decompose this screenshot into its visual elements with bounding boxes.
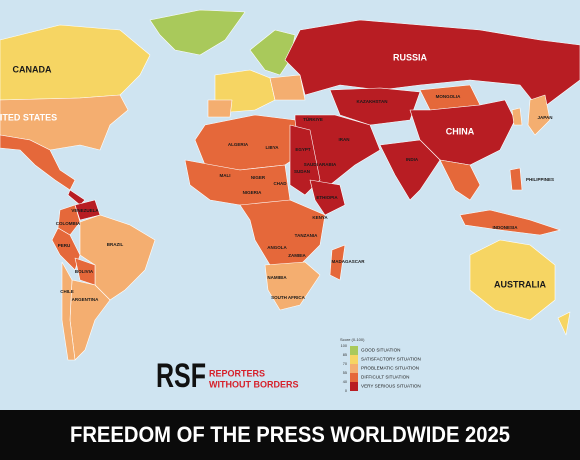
country-label: ZAMBIA [288,253,306,258]
country-label: ALGERIA [228,142,249,147]
logo-line: WITHOUT BORDERS [209,379,299,389]
legend-label: SATISFACTORY SITUATION [361,357,421,362]
logo-mark: RSF [156,357,206,395]
country-label: NIGERIA [243,190,263,195]
country-label: PHILIPPINES [526,177,554,182]
country-label: NIGER [251,175,266,180]
country-label: EGYPT [295,147,311,152]
country-label: CANADA [13,64,52,74]
legend-swatch [350,373,358,382]
country-label: INDIA [406,157,419,162]
country-region [309,179,346,216]
logo-line: REPORTERS [209,368,265,378]
country-label: MALI [220,173,231,178]
country-label: INDONESIA [492,225,518,230]
country-region [61,261,76,361]
legend-label: VERY SERIOUS SITUATION [361,384,421,389]
legend-tick: 55 [343,371,347,375]
country-region [149,9,246,56]
country-label: SOUTH AFRICA [271,295,306,300]
country-region [511,107,523,126]
country-label: BRAZIL [107,242,124,247]
country-region [57,204,81,236]
legend-tick: 70 [343,362,347,366]
regions [0,9,580,361]
country-region [509,167,523,191]
country-label: MONGOLIA [436,94,461,99]
country-label: PERU [58,243,71,248]
country-label: AUSTRALIA [494,279,546,289]
country-region [51,227,81,271]
country-label: CHAD [274,181,288,186]
country-label: KAZAKHSTAN [357,99,388,104]
country-label: LIBYA [265,145,279,150]
country-label: KENYA [312,215,328,220]
legend-label: PROBLEMATIC SITUATION [361,366,419,371]
country-region [264,261,321,311]
country-region [469,239,556,321]
legend-label: GOOD SITUATION [361,348,400,353]
legend-tick: 40 [343,380,347,384]
country-label: COLOMBIA [56,221,81,226]
legend-tick: 100 [341,344,347,348]
legend-title: Score (0-100) [340,337,365,342]
country-region [79,214,156,301]
country-label: NAMIBIA [267,275,287,280]
country-region [289,124,321,196]
country-region [557,311,571,336]
legend-tick: 0 [345,389,347,393]
legend-swatch [350,364,358,373]
country-label: UNITED STATES [0,112,57,122]
country-label: ARGENTINA [72,297,99,302]
country-label: RUSSIA [393,52,428,62]
country-label: SAUDI ARABIA [304,162,337,167]
country-label: ETHIOPIA [316,195,338,200]
country-label: TÜRKIYE [303,116,323,122]
country-region [459,209,561,236]
country-label: BOLIVIA [75,269,94,274]
legend: Score (0-100) GOOD SITUATION SATISFACTORY… [340,337,421,393]
legend-tick: 85 [343,353,347,357]
country-label: JAPAN [538,115,553,120]
legend-swatch [350,346,358,355]
logo: RSF REPORTERS WITHOUT BORDERS [156,357,299,395]
country-label: CHINA [446,126,475,136]
legend-swatch [350,382,358,391]
country-label: MADAGASCAR [332,259,366,264]
country-region [284,19,580,111]
legend-swatch [350,355,358,364]
country-region [269,74,306,101]
map-title: FREEDOM OF THE PRESS WORLDWIDE 2025 [70,422,510,447]
country-label: VENEZUELA [71,208,99,213]
country-region [379,139,441,201]
country-region [329,244,346,281]
country-region [207,99,233,118]
title-banner [0,410,580,460]
country-label: CHILE [60,289,74,294]
country-region [329,87,421,126]
country-label: IRAN [339,137,350,142]
country-region [439,159,481,201]
country-labels: CANADA UNITED STATES RUSSIA KAZAKHSTAN MONGO… [0,52,554,302]
country-label: SUDAN [294,169,310,174]
country-label: ANGOLA [267,245,287,250]
legend-label: DIFFICULT SITUATION [361,375,410,380]
country-label: TANZANIA [295,233,318,238]
country-region [527,94,551,136]
